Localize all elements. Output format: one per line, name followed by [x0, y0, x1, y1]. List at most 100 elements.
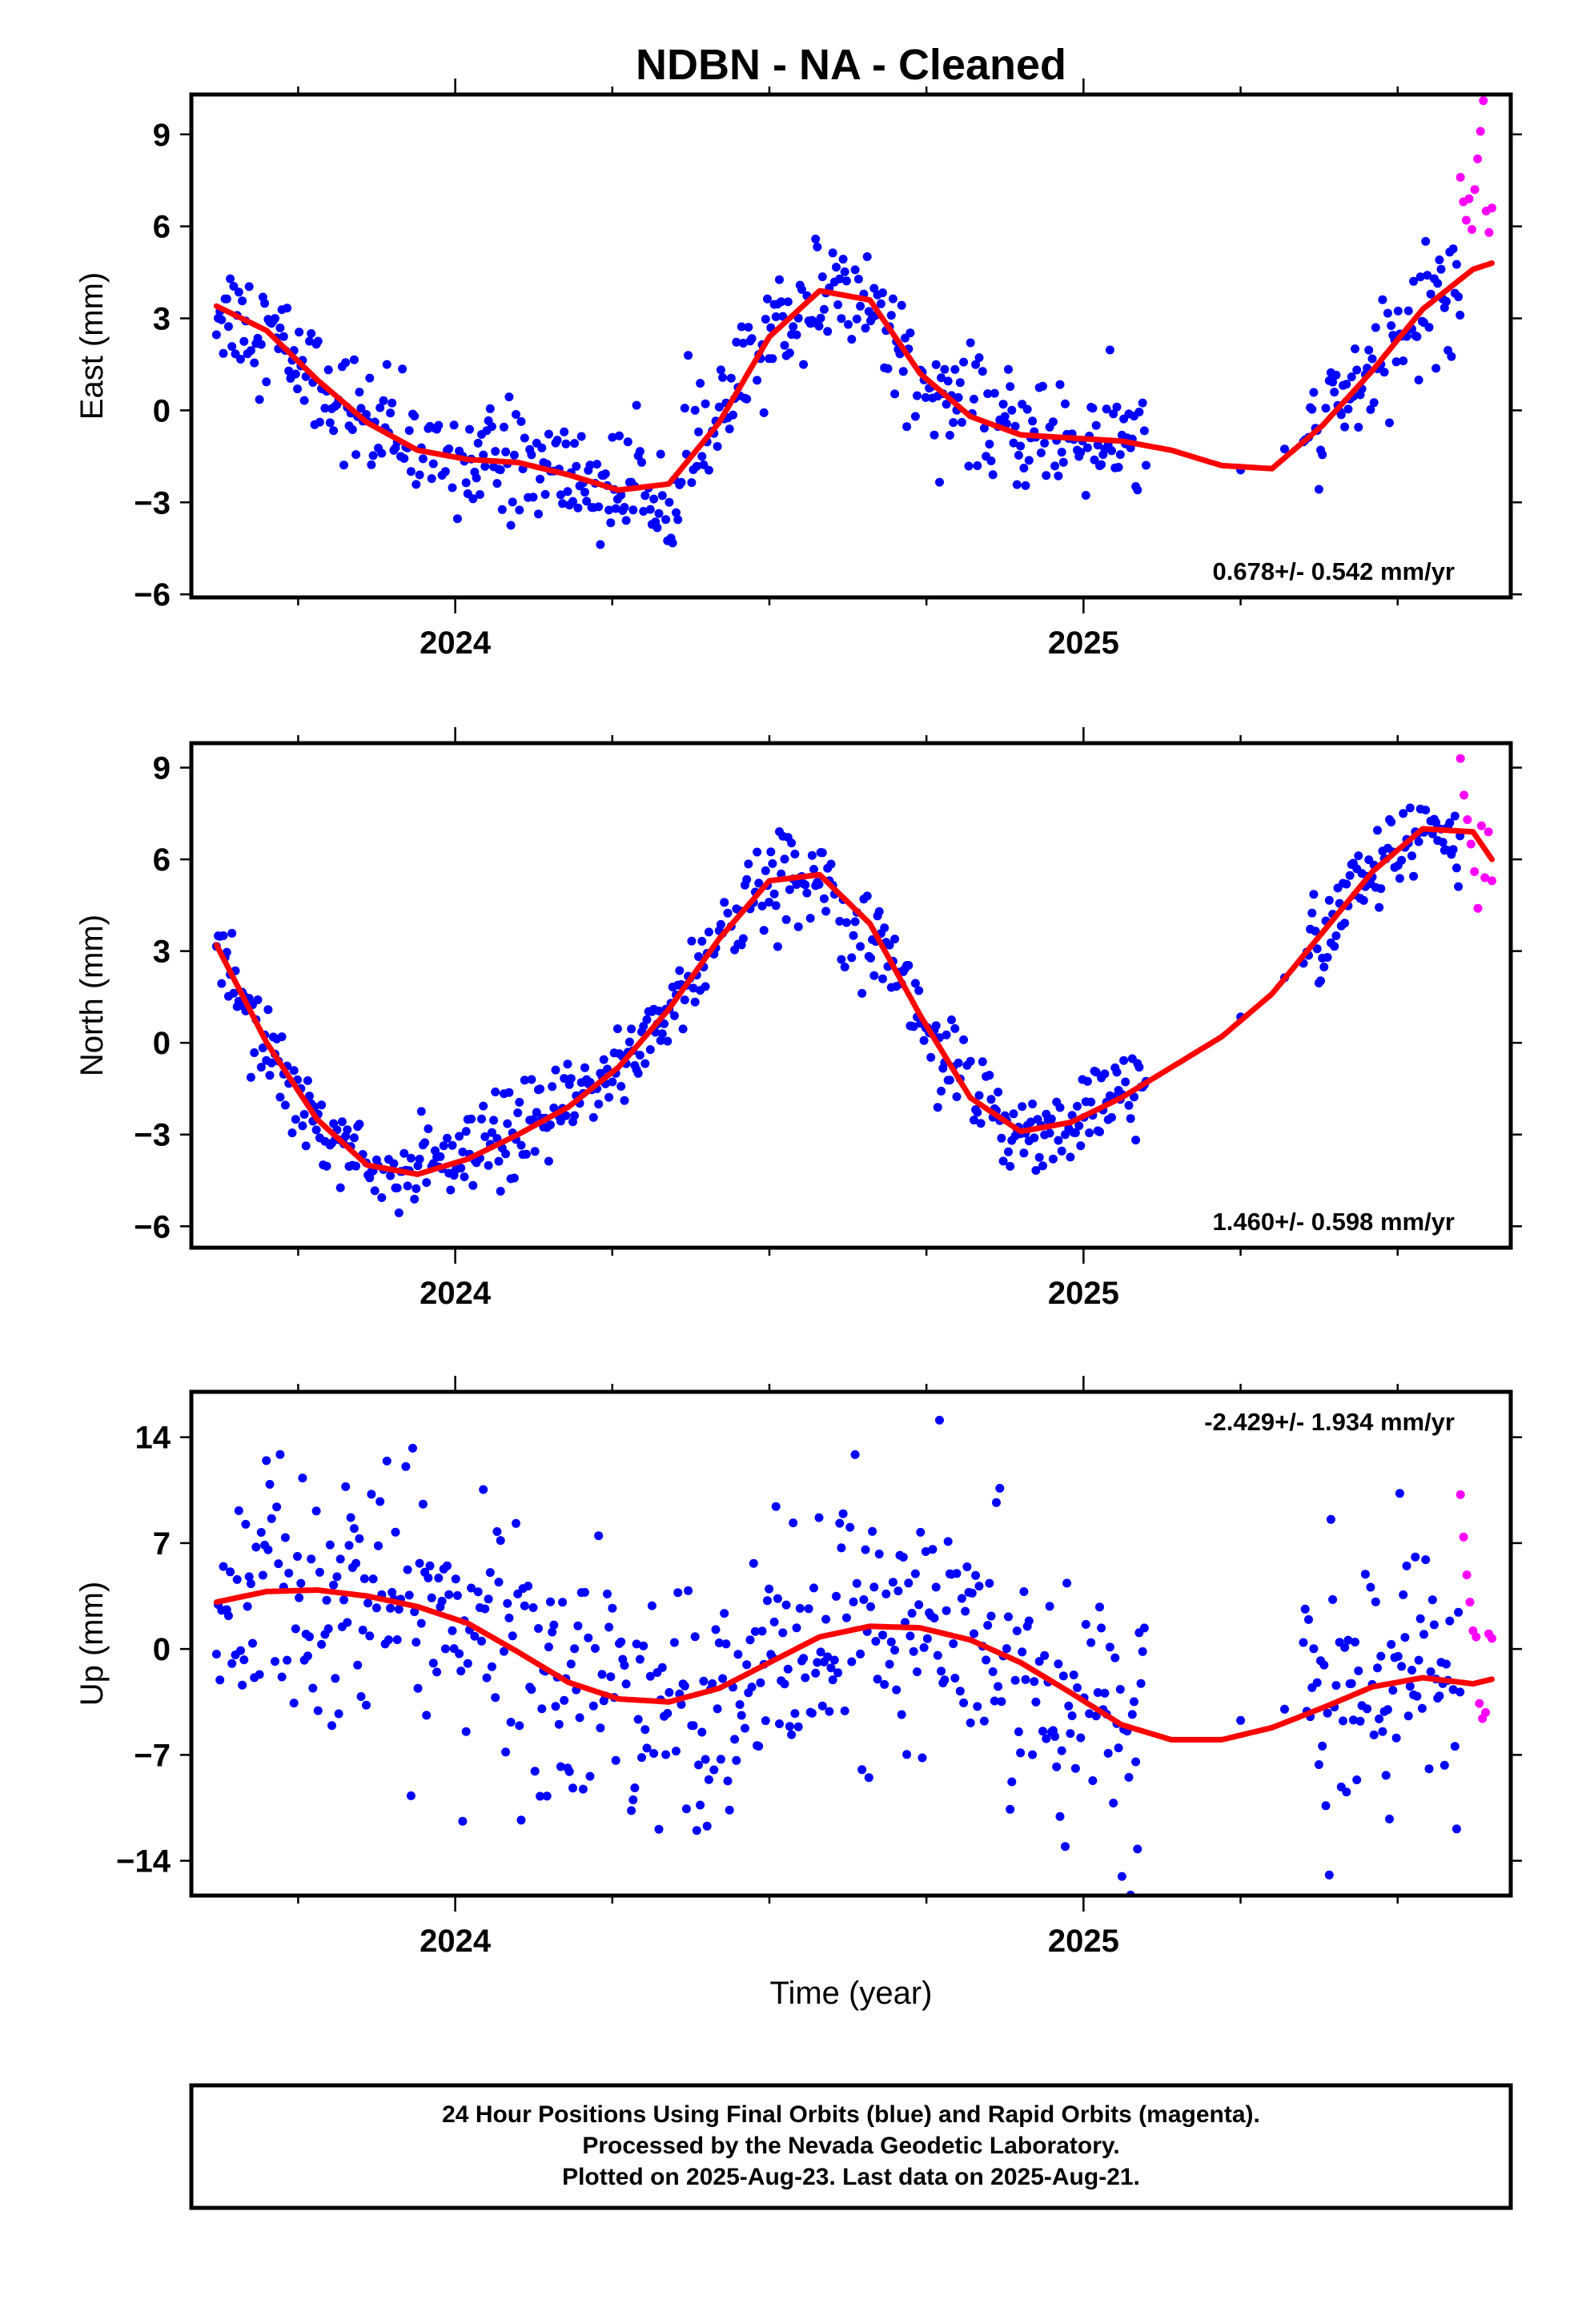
final-orbit-point — [568, 1783, 577, 1793]
final-orbit-point — [910, 412, 920, 421]
final-orbit-point — [1336, 410, 1346, 420]
final-orbit-point — [942, 1030, 951, 1039]
final-orbit-point — [512, 410, 520, 419]
footer-box: 24 Hour Positions Using Final Orbits (bl… — [189, 2083, 1513, 2210]
final-orbit-point — [400, 454, 409, 463]
final-orbit-point — [465, 424, 474, 434]
final-orbit-point — [1383, 1705, 1392, 1715]
rapid-orbit-point — [1463, 815, 1472, 824]
final-orbit-point — [862, 891, 872, 901]
final-orbit-point — [986, 456, 996, 465]
final-orbit-point — [258, 1570, 267, 1580]
final-orbit-point — [244, 282, 254, 292]
final-orbit-point — [475, 490, 484, 499]
final-orbit-point — [1021, 480, 1030, 490]
final-orbit-point — [1399, 1590, 1408, 1599]
final-orbit-point — [1006, 382, 1015, 392]
final-orbit-point — [540, 489, 550, 499]
final-orbit-point — [1433, 279, 1443, 288]
final-orbit-point — [910, 1569, 920, 1578]
final-orbit-point — [840, 1706, 849, 1715]
final-orbit-point — [548, 1627, 557, 1637]
final-orbit-point — [919, 1642, 929, 1652]
final-orbit-point — [434, 1574, 444, 1582]
final-orbit-point — [1022, 404, 1032, 414]
final-orbit-point — [305, 336, 314, 346]
y-tick-label: 6 — [153, 842, 171, 878]
final-orbit-point — [1026, 1117, 1035, 1127]
final-orbit-point — [239, 1655, 249, 1665]
final-orbit-point — [1364, 345, 1374, 355]
final-orbit-point — [496, 1187, 505, 1196]
y-tick-label: 3 — [153, 935, 171, 970]
final-orbit-point — [737, 1711, 746, 1720]
final-orbit-point — [606, 1672, 616, 1682]
final-orbit-point — [515, 1721, 524, 1731]
final-orbit-point — [1373, 826, 1382, 835]
final-orbit-point — [536, 1791, 545, 1801]
final-orbit-point — [726, 373, 736, 383]
final-orbit-point — [1045, 1602, 1054, 1611]
final-orbit-point — [704, 1775, 713, 1784]
final-orbit-point — [1100, 1688, 1110, 1698]
final-orbit-point — [711, 1625, 721, 1634]
final-orbit-point — [280, 1533, 290, 1542]
final-orbit-point — [608, 1077, 617, 1087]
final-orbit-point — [696, 1800, 705, 1810]
final-orbit-point — [1050, 1731, 1060, 1741]
final-orbit-point — [368, 1574, 378, 1584]
footer-line-2: Processed by the Nevada Geodetic Laborat… — [582, 2133, 1119, 2159]
final-orbit-point — [1369, 398, 1379, 408]
final-orbit-point — [807, 1708, 817, 1718]
final-orbit-point — [971, 1570, 981, 1580]
rate-annotation: 1.460+/- 0.598 mm/yr — [1213, 1208, 1455, 1236]
final-orbit-point — [1055, 380, 1065, 389]
final-orbit-point — [1114, 463, 1123, 472]
final-orbit-point — [416, 1107, 426, 1116]
final-orbit-point — [1402, 1561, 1411, 1570]
final-orbit-point — [1093, 440, 1102, 450]
final-orbit-point — [620, 1096, 629, 1105]
final-orbit-point — [439, 1141, 448, 1151]
final-orbit-point — [970, 394, 978, 404]
final-orbit-point — [1085, 1128, 1094, 1138]
final-orbit-point — [763, 294, 772, 304]
final-orbit-point — [1452, 1824, 1461, 1834]
final-orbit-point — [1330, 942, 1339, 951]
final-orbit-point — [570, 1111, 580, 1120]
final-orbit-point — [640, 1059, 650, 1068]
final-orbit-point — [1454, 882, 1464, 891]
final-orbit-point — [840, 963, 849, 971]
final-orbit-point — [729, 410, 737, 420]
final-orbit-point — [850, 917, 860, 927]
final-orbit-point — [1061, 1842, 1070, 1852]
final-orbit-point — [1369, 1730, 1379, 1739]
final-orbit-point — [1378, 1727, 1387, 1736]
final-orbit-point — [669, 1638, 679, 1647]
final-orbit-point — [416, 1618, 426, 1628]
final-orbit-point — [1109, 1799, 1118, 1807]
final-orbit-point — [723, 908, 733, 918]
plot-area — [211, 754, 1496, 1217]
final-orbit-point — [621, 516, 631, 525]
final-orbit-point — [515, 505, 524, 515]
final-orbit-point — [537, 1704, 547, 1714]
y-tick-label: 0 — [153, 393, 171, 428]
final-orbit-point — [616, 1082, 626, 1091]
final-orbit-point — [480, 461, 490, 471]
final-orbit-point — [678, 1024, 688, 1034]
final-orbit-point — [299, 396, 309, 405]
final-orbit-point — [594, 1531, 604, 1541]
final-orbit-point — [771, 312, 781, 321]
final-orbit-point — [501, 1149, 511, 1159]
final-orbit-point — [520, 1076, 529, 1085]
final-orbit-point — [869, 1582, 879, 1592]
final-orbit-point — [387, 398, 397, 408]
final-orbit-point — [588, 1112, 598, 1122]
final-orbit-point — [1375, 1714, 1384, 1723]
final-orbit-point — [351, 450, 361, 460]
final-orbit-point — [1331, 370, 1341, 380]
final-orbit-point — [362, 1700, 371, 1710]
final-orbit-point — [516, 1815, 526, 1825]
final-orbit-point — [1009, 438, 1018, 448]
